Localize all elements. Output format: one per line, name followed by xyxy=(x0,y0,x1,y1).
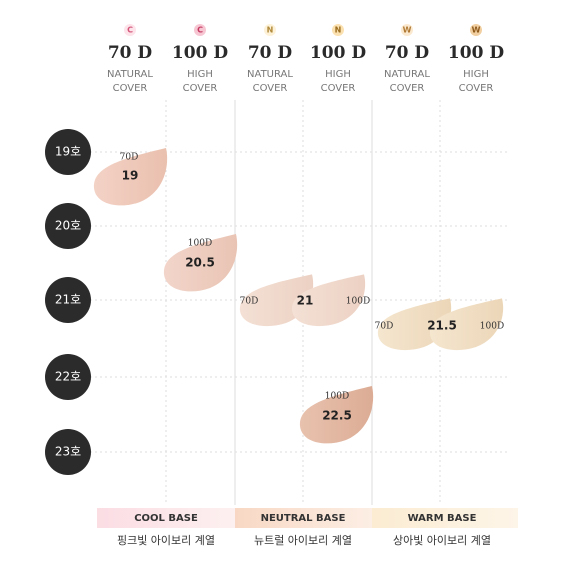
cover: COVER xyxy=(253,83,288,94)
row-label: 23호 xyxy=(55,445,81,459)
badge xyxy=(124,24,136,36)
base-title: COOL BASE xyxy=(134,513,198,524)
badge-letter: C xyxy=(197,26,203,35)
base-band xyxy=(97,508,235,528)
swatch-shade: 22.5 xyxy=(322,409,352,423)
badge xyxy=(194,24,206,36)
badge xyxy=(332,24,344,36)
base-title: WARM BASE xyxy=(408,513,477,524)
row-circle xyxy=(45,429,91,475)
column-name: 100 D xyxy=(448,43,504,63)
swatch-label: 100D xyxy=(325,392,349,402)
rows: 19호 20호 21호 22호 23호 xyxy=(45,129,91,475)
base-band xyxy=(372,508,518,528)
cover: COVER xyxy=(459,83,494,94)
swatch-label: 70D xyxy=(375,322,394,332)
swatch-shade: 21.5 xyxy=(427,319,457,333)
column-name: 70 D xyxy=(385,43,430,63)
swatches: 70D 19 100D 20.5 70D 21 100D 70D 21.5 10… xyxy=(93,148,504,444)
row-label: 21호 xyxy=(55,293,81,307)
swatch-label: 100D xyxy=(480,322,504,332)
column-headers: C C N N W W 70 D 100 D 70 D 100 D 70 D 1… xyxy=(107,24,504,94)
swatch-label: 100D xyxy=(346,297,370,307)
column-name: 70 D xyxy=(108,43,153,63)
bases: COOL BASE NEUTRAL BASE WARM BASE 핑크빛 아이보… xyxy=(97,508,518,547)
swatch-shade: 21 xyxy=(297,294,314,308)
badge-letter: N xyxy=(335,26,342,35)
cover: NATURAL xyxy=(107,69,153,80)
column-name: 100 D xyxy=(310,43,366,63)
swatch-label: 70D xyxy=(120,153,139,163)
base-subtitle: 핑크빛 아이보리 계열 xyxy=(117,534,215,547)
base-subtitle: 상아빛 아이보리 계열 xyxy=(393,534,491,547)
badge xyxy=(470,24,482,36)
swatch-label: 70D xyxy=(240,297,259,307)
badge-letter: W xyxy=(403,26,412,35)
base-band xyxy=(235,508,372,528)
base-title: NEUTRAL BASE xyxy=(261,513,346,524)
cover: COVER xyxy=(183,83,218,94)
cover: HIGH xyxy=(463,69,489,80)
cover: HIGH xyxy=(325,69,351,80)
row-circle xyxy=(45,277,91,323)
swatch-label: 100D xyxy=(188,239,212,249)
row-circle xyxy=(45,129,91,175)
badge xyxy=(264,24,276,36)
cover: HIGH xyxy=(187,69,213,80)
base-subtitle: 뉴트럴 아이보리 계열 xyxy=(254,534,352,547)
cover: COVER xyxy=(113,83,148,94)
row-circle xyxy=(45,203,91,249)
row-label: 22호 xyxy=(55,370,81,384)
row-label: 20호 xyxy=(55,219,81,233)
cover: COVER xyxy=(390,83,425,94)
column-name: 70 D xyxy=(248,43,293,63)
badge-letter: N xyxy=(267,26,274,35)
column-name: 100 D xyxy=(172,43,228,63)
badge xyxy=(401,24,413,36)
row-label: 19호 xyxy=(55,145,81,159)
row-circle xyxy=(45,354,91,400)
swatch-shade: 20.5 xyxy=(185,256,215,270)
badge-letter: C xyxy=(127,26,133,35)
cover: NATURAL xyxy=(247,69,293,80)
swatch-shade: 19 xyxy=(122,169,139,183)
cover: COVER xyxy=(321,83,356,94)
badge-letter: W xyxy=(472,26,481,35)
cover: NATURAL xyxy=(384,69,430,80)
